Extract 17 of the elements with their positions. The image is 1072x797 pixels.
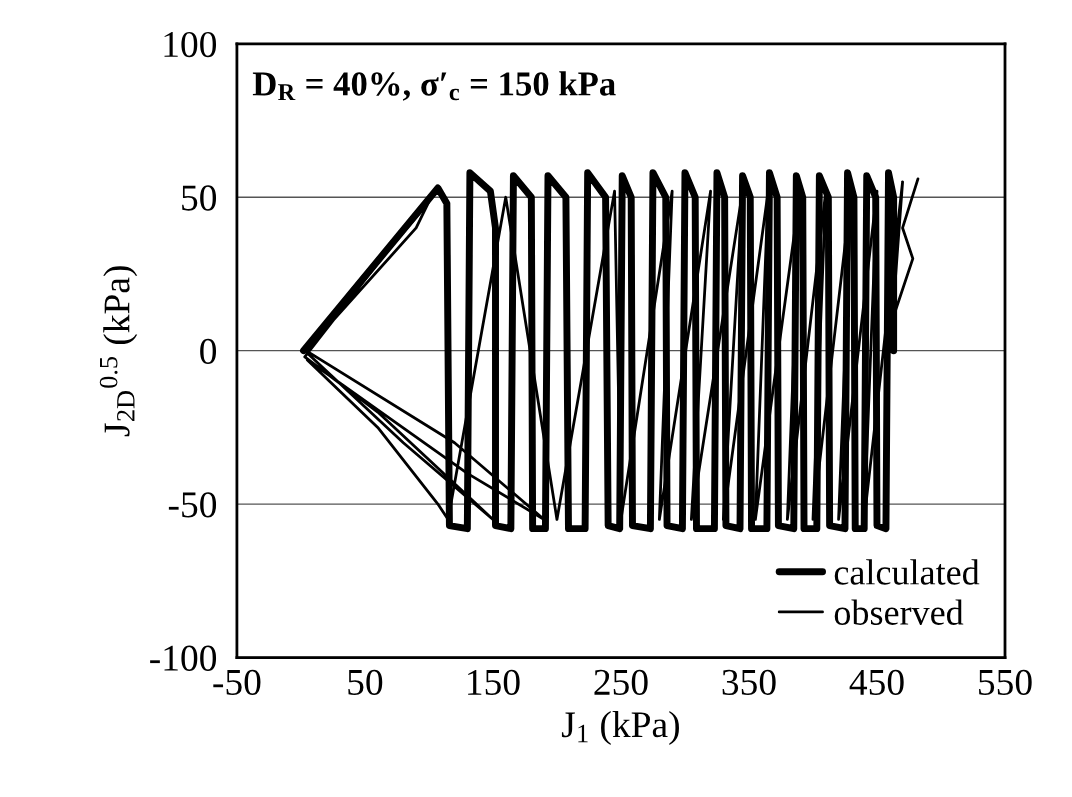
x-tick-label: 250 (594, 669, 648, 696)
x-tick-label: 150 (468, 669, 520, 696)
x-tick-label: -50 (213, 669, 261, 696)
x-tick-label: 550 (979, 669, 1032, 696)
y-tick-label: -50 (168, 492, 217, 518)
y-tick-label: -100 (150, 645, 217, 671)
x-tick-label: 50 (348, 669, 383, 696)
x-tick-label: 350 (722, 669, 776, 696)
legend-label: calculated (834, 559, 980, 585)
annotation: D$_{R}$ = 40%, σ′$_{c}$ = 150 kPa (252, 71, 616, 101)
legend-label: observed (834, 599, 964, 625)
y-tick-label: 50 (182, 185, 217, 211)
x-axis-title: J$_{1}$ (kPa) (561, 710, 679, 745)
y-tick-label: 0 (200, 338, 217, 365)
y-tick-label: 100 (164, 31, 217, 58)
y-axis-title: J$_{2D}$$^{0.5}$ (kPa) (99, 266, 138, 437)
x-tick-label: 450 (849, 669, 904, 696)
